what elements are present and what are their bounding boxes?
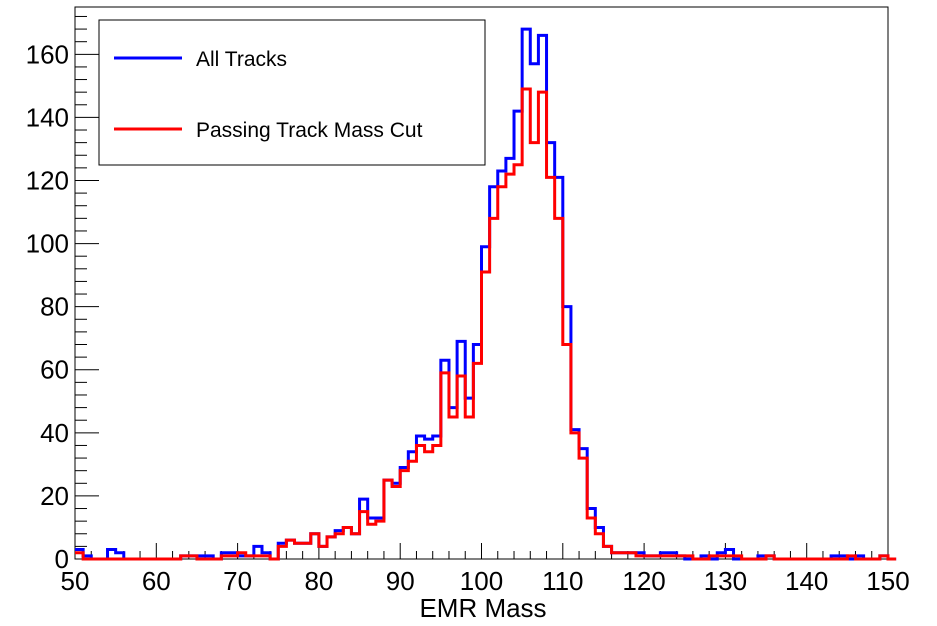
y-tick-label: 140 <box>26 102 69 132</box>
x-tick-label: 150 <box>866 566 909 596</box>
y-tick-label: 100 <box>26 229 69 259</box>
x-tick-label: 110 <box>542 566 583 596</box>
x-tick-label: 140 <box>785 566 828 596</box>
legend-box <box>98 19 486 166</box>
y-tick-label: 80 <box>40 292 69 322</box>
x-tick-label: 80 <box>304 566 333 596</box>
x-tick-label: 120 <box>622 566 665 596</box>
y-tick-label: 40 <box>40 418 69 448</box>
series-layer <box>75 27 897 561</box>
y-tick-label: 20 <box>40 481 69 511</box>
legend: All Tracks Passing Track Mass Cut <box>98 19 486 166</box>
x-tick-label: 100 <box>460 566 503 596</box>
x-tick-label: 60 <box>142 566 171 596</box>
y-tick-label: 160 <box>26 39 69 69</box>
y-tick-label: 120 <box>26 165 69 195</box>
y-tick-label: 0 <box>55 544 69 574</box>
y-tick-label: 60 <box>40 355 69 385</box>
legend-label-passing-cut: Passing Track Mass Cut <box>196 119 423 142</box>
x-tick-label: 50 <box>61 566 90 596</box>
x-axis-label: EMR Mass <box>419 593 546 623</box>
series-passing-track-mass-cut <box>75 87 897 561</box>
x-axis: 50 60 70 80 90 100 110 120 130 140 150 <box>61 543 910 596</box>
legend-label-all-tracks: All Tracks <box>196 48 287 71</box>
x-tick-label: 70 <box>223 566 252 596</box>
x-tick-label: 90 <box>386 566 415 596</box>
x-tick-label: 130 <box>704 566 747 596</box>
y-axis: 0 20 40 60 80 100 120 140 160 <box>26 15 99 574</box>
